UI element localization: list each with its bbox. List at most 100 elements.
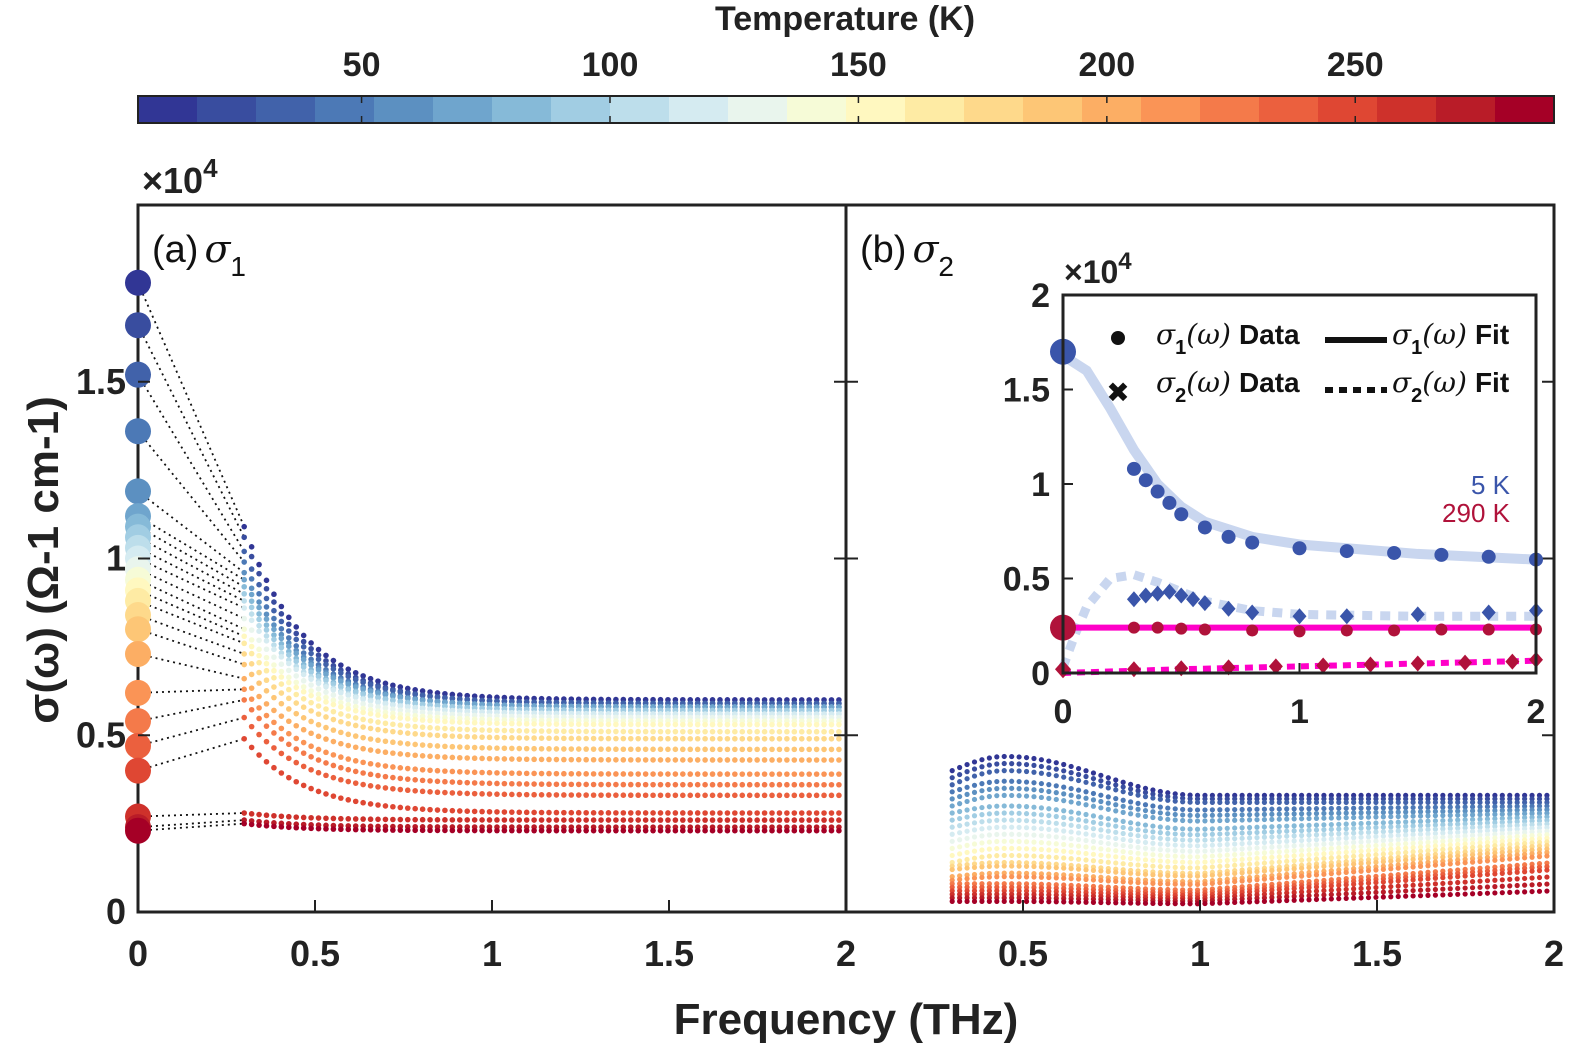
sigma2-data-point bbox=[1425, 855, 1431, 861]
sigma2-data-point bbox=[1432, 862, 1439, 868]
sigma1-data-point bbox=[278, 750, 285, 757]
sigma2-data-point bbox=[1016, 768, 1022, 774]
sigma1-data-point bbox=[419, 788, 426, 795]
sigma2-data-point bbox=[1298, 827, 1305, 834]
sigma2-data-point bbox=[979, 847, 985, 853]
sigma2-data-point bbox=[1313, 837, 1320, 843]
sigma2-data-point bbox=[979, 757, 985, 763]
sigma1-data-point bbox=[427, 816, 433, 823]
sigma1-data-point bbox=[568, 721, 575, 728]
sigma2-data-point bbox=[1217, 831, 1223, 837]
sigma2-data-point bbox=[1038, 826, 1045, 832]
sigma1-data-point bbox=[464, 755, 471, 761]
sigma2-data-point bbox=[1224, 847, 1230, 853]
sigma1-data-point bbox=[263, 701, 270, 707]
sigma1-data-point bbox=[308, 708, 314, 714]
sigma1-data-point bbox=[746, 792, 753, 799]
sigma1-data-point bbox=[501, 780, 508, 787]
sigma2-data-point bbox=[1447, 830, 1453, 836]
sigma2-data-point bbox=[1023, 839, 1030, 845]
sigma1-data-point bbox=[583, 781, 589, 788]
sigma2-data-point bbox=[979, 804, 985, 811]
sigma1-data-point bbox=[271, 607, 277, 614]
sigma1-data-point bbox=[382, 827, 389, 833]
sigma1-data-point bbox=[241, 640, 247, 647]
sigma2-data-point bbox=[1388, 828, 1394, 834]
dc-connector-line bbox=[137, 628, 245, 666]
sigma2-data-point bbox=[1343, 835, 1349, 841]
sigma2-data-point bbox=[1269, 894, 1275, 901]
sigma1-data-point bbox=[434, 718, 441, 724]
sigma1-data-point-290K bbox=[1435, 623, 1448, 636]
sigma1-data-point bbox=[419, 709, 426, 716]
sigma2-data-point bbox=[1343, 854, 1349, 860]
sigma1-data-point bbox=[650, 746, 656, 753]
sigma2-data-point bbox=[1009, 768, 1015, 774]
sigma1-data-point bbox=[605, 817, 612, 823]
sigma1-data-point bbox=[442, 732, 448, 739]
sigma2-data-point bbox=[1217, 852, 1223, 859]
sigma2-data-point bbox=[1016, 898, 1022, 905]
sigma1-data-point bbox=[390, 714, 396, 720]
sigma1-data-point bbox=[665, 746, 671, 753]
sigma1-data-point bbox=[746, 817, 753, 823]
sigma1-data-point bbox=[509, 817, 515, 823]
sigma1-data-point bbox=[330, 762, 337, 769]
sigma2-data-point bbox=[1194, 881, 1201, 888]
sigma2-data-point bbox=[1224, 812, 1230, 818]
sigma2-data-point bbox=[1343, 895, 1349, 901]
sigma2-data-point bbox=[1440, 886, 1446, 892]
sigma2-data-point bbox=[1113, 829, 1119, 835]
dc-connector-line bbox=[137, 812, 245, 818]
sigma2-data-point bbox=[964, 876, 970, 882]
sigma1-data-point bbox=[345, 778, 352, 785]
sigma1-data-point-5K bbox=[1387, 545, 1402, 560]
sigma2-data-point bbox=[1343, 869, 1349, 876]
sigma2-data-point bbox=[1365, 838, 1372, 845]
sigma1-data-point bbox=[568, 728, 575, 735]
sigma1-data-point bbox=[813, 792, 820, 799]
dc-connector-line bbox=[137, 699, 245, 722]
sigma2-data-point bbox=[1113, 900, 1119, 906]
sigma1-data-point bbox=[836, 781, 842, 788]
series-label-5K: 5 K bbox=[1471, 470, 1511, 500]
sigma1-data-point bbox=[293, 710, 300, 717]
sigma1-data-point bbox=[375, 678, 381, 684]
sigma2-data-point bbox=[1492, 857, 1498, 863]
sigma1-data-point bbox=[761, 721, 768, 728]
sigma1-data-point bbox=[769, 792, 775, 799]
sigma1-data-point bbox=[263, 633, 270, 639]
sigma2-data-point bbox=[1009, 838, 1015, 844]
sigma2-data-point bbox=[1432, 826, 1439, 832]
sigma1-data-point bbox=[315, 673, 322, 680]
sigma2-data-point bbox=[1090, 813, 1097, 819]
sigma2-data-point bbox=[1351, 890, 1357, 897]
sigma2-data-point bbox=[1514, 822, 1520, 828]
sigma2-data-point bbox=[979, 864, 985, 870]
sigma1-data-point bbox=[271, 662, 277, 668]
sigma1-data-point bbox=[583, 817, 589, 823]
sigma1-data-point bbox=[590, 792, 597, 798]
sigma1-data-point bbox=[598, 735, 604, 742]
sigma1-data-point bbox=[546, 827, 552, 834]
sigma2-data-point bbox=[1105, 822, 1111, 828]
sigma2-data-point bbox=[1261, 839, 1268, 846]
sigma2-data-point bbox=[1157, 792, 1163, 798]
sigma2-data-point bbox=[949, 782, 955, 788]
sigma2-data-point bbox=[1469, 836, 1476, 843]
dc-connector-line bbox=[137, 737, 245, 772]
sigma2-data-point bbox=[1284, 823, 1290, 829]
sigma2-data-point bbox=[1202, 864, 1208, 871]
sigma2-data-point bbox=[1462, 821, 1468, 827]
sigma2-data-point bbox=[1336, 850, 1342, 856]
sigma1-data-point bbox=[338, 729, 344, 736]
sigma2-data-point bbox=[1023, 811, 1030, 817]
sigma2-data-point bbox=[1447, 825, 1453, 832]
sigma1-data-point bbox=[248, 650, 255, 657]
sigma1-data-point bbox=[568, 770, 575, 777]
sigma1-data-point bbox=[248, 617, 255, 624]
sigma2-data-point bbox=[1440, 830, 1446, 836]
sigma2-data-point bbox=[1499, 857, 1505, 863]
sigma2-data-point bbox=[971, 773, 978, 779]
sigma2-data-point bbox=[1328, 799, 1334, 806]
